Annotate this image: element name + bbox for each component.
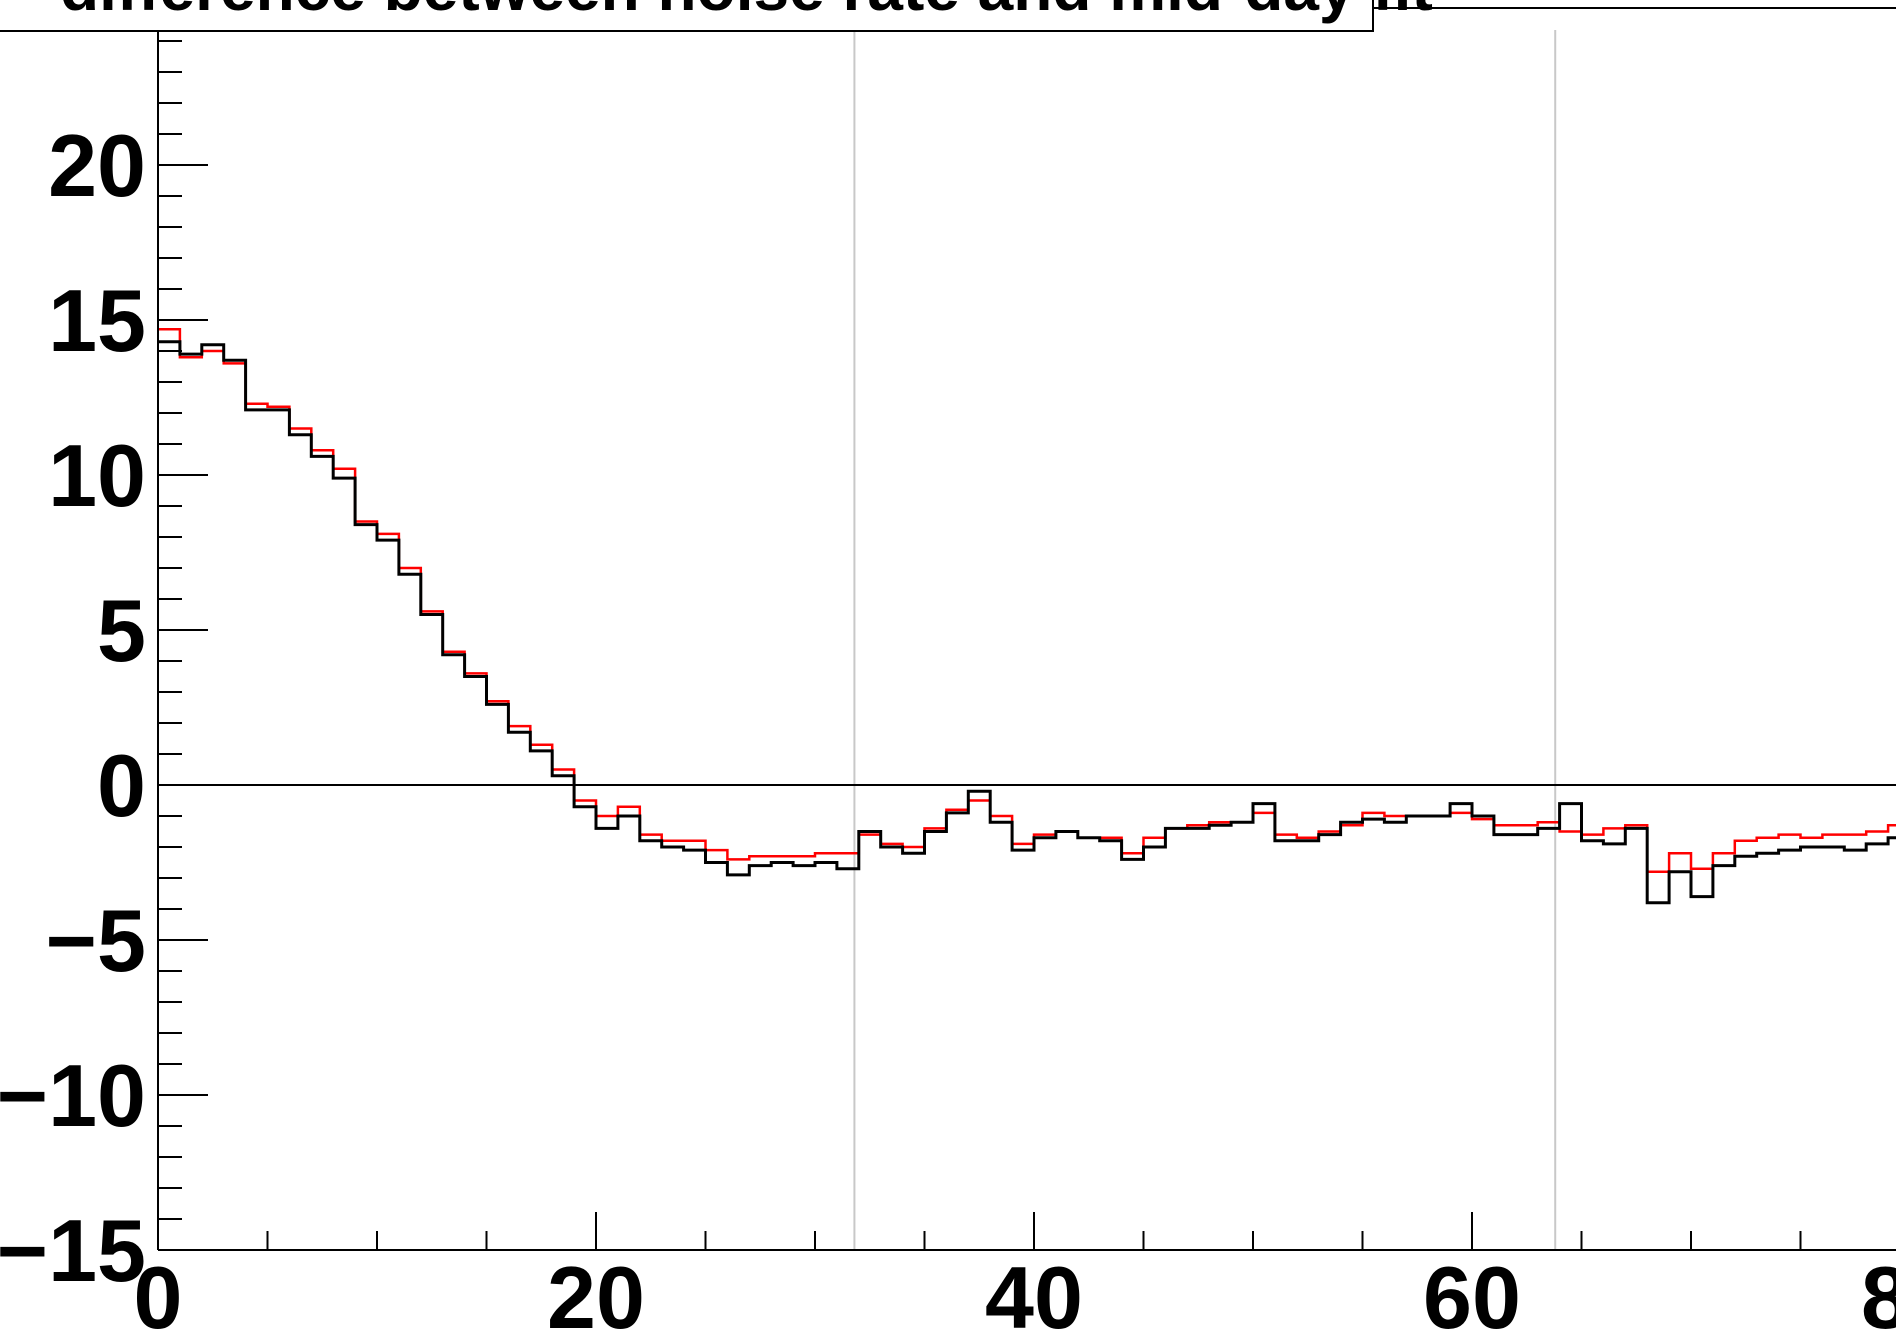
y-tick-label: 0 [97, 736, 146, 835]
y-tick-label: 20 [48, 116, 146, 215]
x-tick-label: 60 [1423, 1248, 1521, 1332]
series-line-1 [158, 340, 1896, 905]
y-tick-label: −5 [46, 891, 146, 990]
y-tick-label: −15 [0, 1201, 146, 1300]
series-layer [158, 328, 1896, 905]
y-tick-label: 10 [48, 426, 146, 525]
y-tick-label: −10 [0, 1046, 146, 1145]
chart-title: difference between noise rate and mid-da… [60, 0, 1433, 24]
grid-lines [853, 30, 1557, 1250]
title-box: difference between noise rate and mid-da… [0, 0, 1433, 32]
series-line-0 [158, 328, 1896, 874]
x-tick-label: 20 [547, 1248, 645, 1332]
x-tick-label: 40 [985, 1248, 1083, 1332]
x-tick-label: 0 [134, 1248, 183, 1332]
y-tick-label: 5 [97, 581, 146, 680]
x-tick-label: 80 [1861, 1248, 1896, 1332]
y-tick-label: 15 [48, 271, 146, 370]
axes: −15−10−505101520020406080100120140 [0, 30, 1896, 1332]
